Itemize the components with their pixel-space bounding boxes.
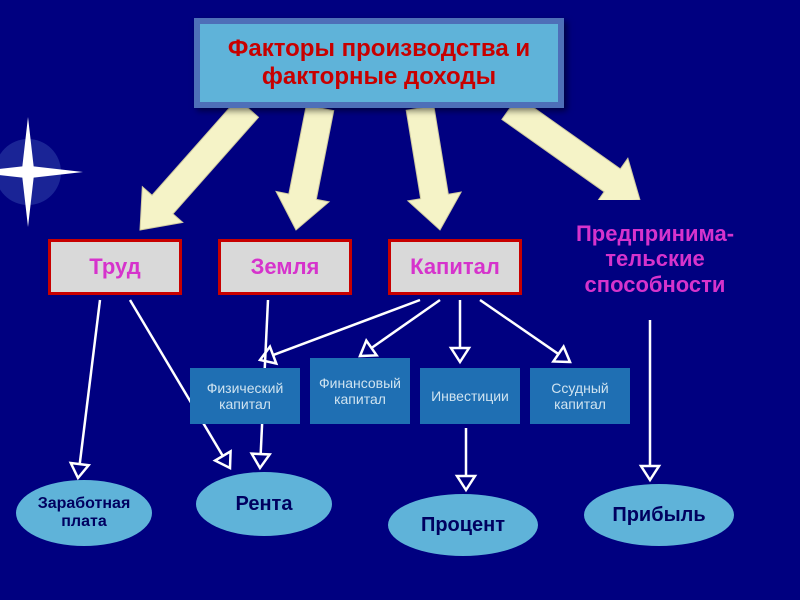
capital-type-inv: Инвестиции (420, 368, 520, 424)
income-percent: Процент (388, 494, 538, 556)
header-box: Факторы производства и факторные доходы (194, 18, 564, 108)
header-text: Факторы производства и факторные доходы (206, 35, 552, 91)
capital-type-loan: Ссудный капитал (530, 368, 630, 424)
factor-entrep: Предпринима- тельские способности (558, 200, 752, 318)
factor-capital: Капитал (388, 239, 522, 295)
factor-labor: Труд (48, 239, 182, 295)
capital-type-phys: Физический капитал (190, 368, 300, 424)
income-profit: Прибыль (584, 484, 734, 546)
capital-type-fin: Финансовый капитал (310, 358, 410, 424)
factor-land: Земля (218, 239, 352, 295)
income-rent: Рента (196, 472, 332, 536)
income-wage: Заработная плата (16, 480, 152, 546)
